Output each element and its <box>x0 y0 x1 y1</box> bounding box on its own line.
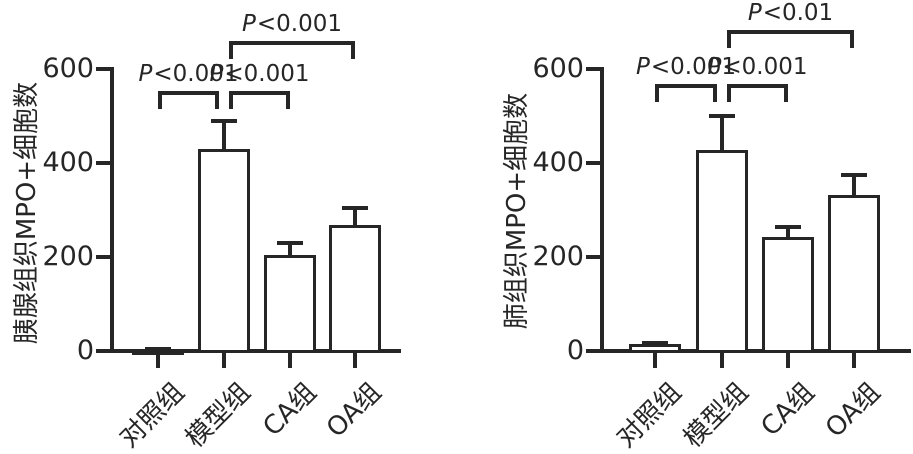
y-axis-line <box>600 67 604 353</box>
y-tick <box>96 67 112 71</box>
y-tick <box>586 67 602 71</box>
x-tick-model-group <box>720 353 724 368</box>
x-tick-oa-group <box>353 353 357 368</box>
bar-control-group <box>629 343 681 353</box>
x-tick-model-group <box>222 353 226 368</box>
sig-bracket-end <box>655 84 659 102</box>
error-bar-model-group <box>222 119 226 152</box>
bar-ca-group <box>264 255 316 353</box>
y-tick-label: 600 <box>532 53 584 84</box>
sig-bracket <box>158 91 219 95</box>
x-label-oa-group: OA组 <box>820 377 887 444</box>
error-cap-oa-group <box>841 173 867 178</box>
y-tick <box>586 349 602 353</box>
error-bar-ca-group <box>288 240 292 259</box>
sig-bracket-end <box>286 91 290 109</box>
bar-oa-group <box>828 194 880 353</box>
sig-bracket <box>229 91 290 95</box>
error-cap-model-group <box>709 113 735 118</box>
y-tick-label: 200 <box>42 241 94 272</box>
bar-ca-group <box>762 237 814 353</box>
sig-bracket-end <box>850 30 854 48</box>
error-cap-oa-group <box>342 206 368 211</box>
x-label-control-group: 对照组 <box>611 377 688 454</box>
y-tick <box>96 161 112 165</box>
sig-bracket <box>655 84 717 88</box>
y-tick-label: 400 <box>42 147 94 178</box>
p-value-label: P<0.001 <box>138 61 239 87</box>
y-tick <box>96 255 112 259</box>
x-tick-control-group <box>653 353 657 368</box>
error-bar-ca-group <box>786 225 790 241</box>
error-cap-control-group <box>642 340 668 345</box>
y-tick-label: 0 <box>566 335 584 366</box>
error-cap-ca-group <box>277 240 303 245</box>
bar-model-group <box>696 150 748 353</box>
sig-bracket-end <box>229 41 233 59</box>
y-axis-line <box>110 67 114 353</box>
x-tick-oa-group <box>852 353 856 368</box>
x-label-model-group: 模型组 <box>678 377 755 454</box>
bar-model-group <box>198 148 250 353</box>
error-cap-ca-group <box>775 225 801 230</box>
error-bar-model-group <box>720 113 724 154</box>
sig-bracket-end <box>215 91 219 109</box>
p-value-label: P<0.01 <box>747 0 834 26</box>
sig-bracket-end <box>229 91 233 109</box>
bar-oa-group <box>329 225 381 353</box>
x-tick-control-group <box>156 353 160 368</box>
p-value-label: P<0.001 <box>209 61 310 87</box>
sig-bracket-end <box>727 84 731 102</box>
x-axis-line <box>588 349 911 353</box>
x-label-ca-group: CA组 <box>755 377 821 443</box>
x-tick-ca-group <box>786 353 790 368</box>
sig-bracket <box>727 84 788 88</box>
sig-bracket-end <box>784 84 788 102</box>
y-tick-label: 200 <box>532 241 584 272</box>
error-bar-oa-group <box>852 173 856 198</box>
y-tick-label: 600 <box>42 53 94 84</box>
y-tick <box>586 161 602 165</box>
x-tick-ca-group <box>288 353 292 368</box>
error-cap-model-group <box>211 119 237 124</box>
error-bar-oa-group <box>353 206 357 229</box>
y-tick-label: 0 <box>76 335 94 366</box>
sig-bracket <box>727 30 854 34</box>
y-tick-label: 400 <box>532 147 584 178</box>
p-value-label: P<0.001 <box>242 11 342 37</box>
sig-bracket-end <box>158 91 162 109</box>
sig-bracket-end <box>351 41 355 59</box>
p-value-label: P<0.001 <box>707 54 808 80</box>
y-tick <box>96 349 112 353</box>
sig-bracket-end <box>713 84 717 102</box>
sig-bracket <box>229 41 355 45</box>
sig-bracket-end <box>727 30 731 48</box>
p-value-label: P<0.001 <box>636 54 736 80</box>
y-tick <box>586 255 602 259</box>
